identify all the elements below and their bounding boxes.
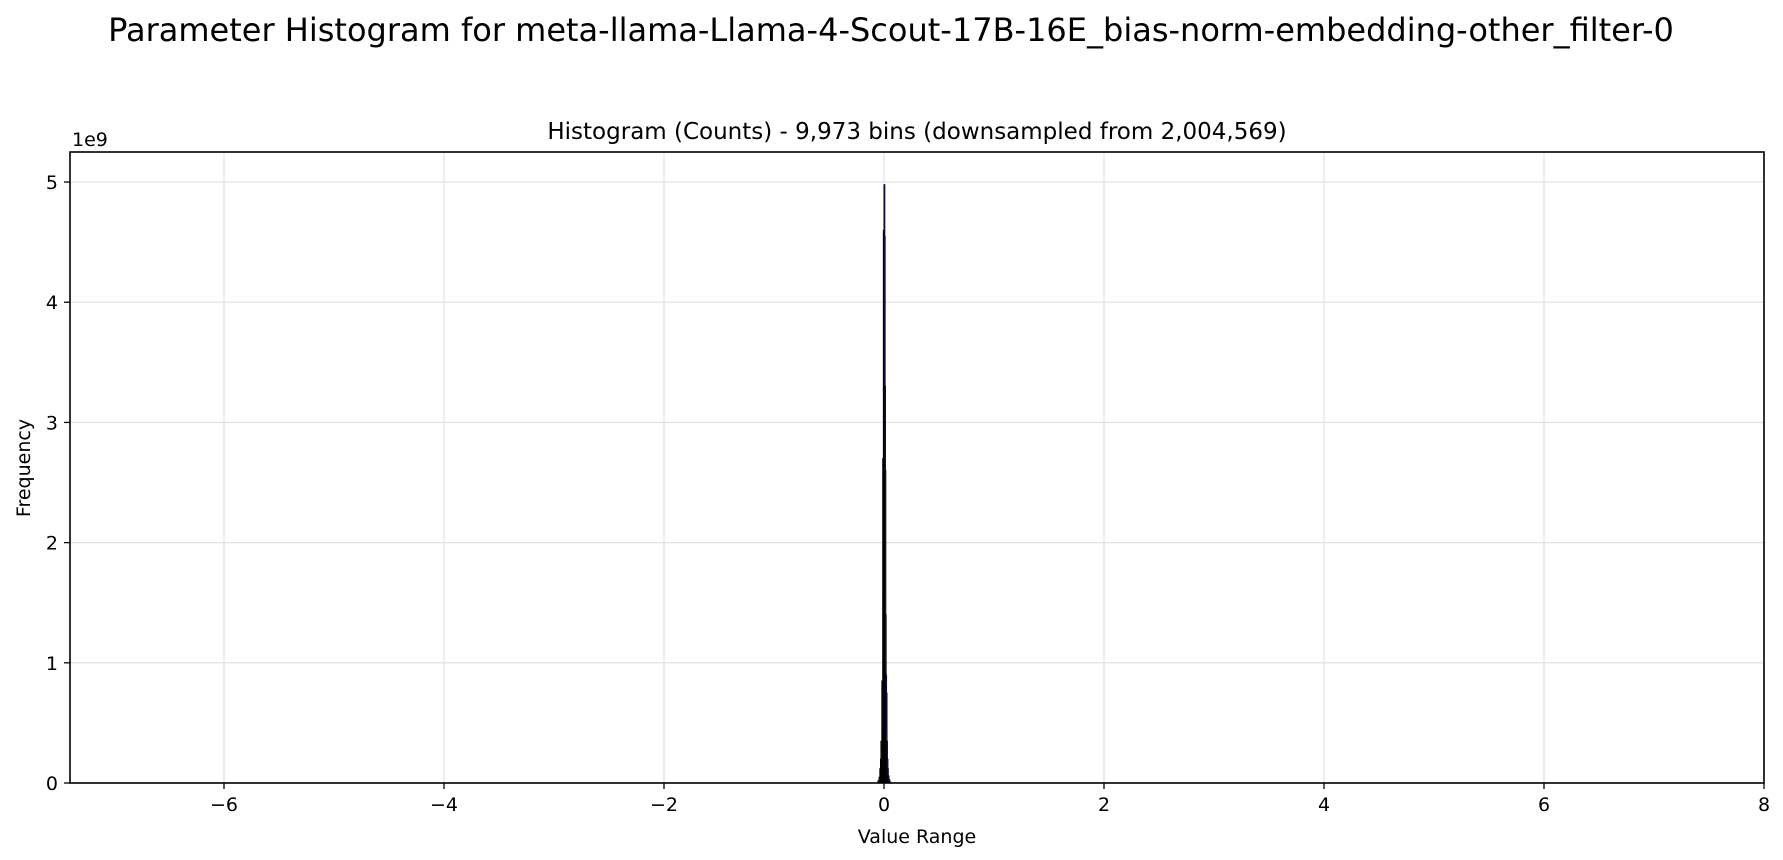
y-tick-label: 4 xyxy=(46,292,58,314)
x-tick-label: −2 xyxy=(650,794,678,816)
x-tick-label: −4 xyxy=(430,794,458,816)
y-axis-label: Frequency xyxy=(13,419,35,517)
y-tick-label: 2 xyxy=(46,533,58,555)
x-tick-label: 2 xyxy=(1098,794,1110,816)
x-tick-label: 6 xyxy=(1538,794,1550,816)
y-tick-label: 5 xyxy=(46,172,58,194)
x-tick-label: −6 xyxy=(210,794,238,816)
y-axis-ticks: 0 1 2 3 4 5 xyxy=(46,172,70,795)
x-axis-label: Value Range xyxy=(858,826,976,848)
x-tick-label: 4 xyxy=(1318,794,1330,816)
y-tick-label: 3 xyxy=(46,412,58,434)
chart-title: Histogram (Counts) - 9,973 bins (downsam… xyxy=(547,119,1286,145)
figure-suptitle: Parameter Histogram for meta-llama-Llama… xyxy=(108,11,1674,49)
plot-area-frame xyxy=(69,151,1765,784)
x-tick-label: 0 xyxy=(878,794,890,816)
y-tick-label: 0 xyxy=(46,773,58,795)
grid-lines xyxy=(70,152,1765,784)
y-axis-offset-label: 1e9 xyxy=(72,129,108,151)
x-axis-ticks: −6 −4 −2 0 2 4 6 8 xyxy=(210,783,1770,816)
histogram-bars xyxy=(877,184,892,784)
x-tick-label: 8 xyxy=(1758,794,1770,816)
y-tick-label: 1 xyxy=(46,653,58,675)
